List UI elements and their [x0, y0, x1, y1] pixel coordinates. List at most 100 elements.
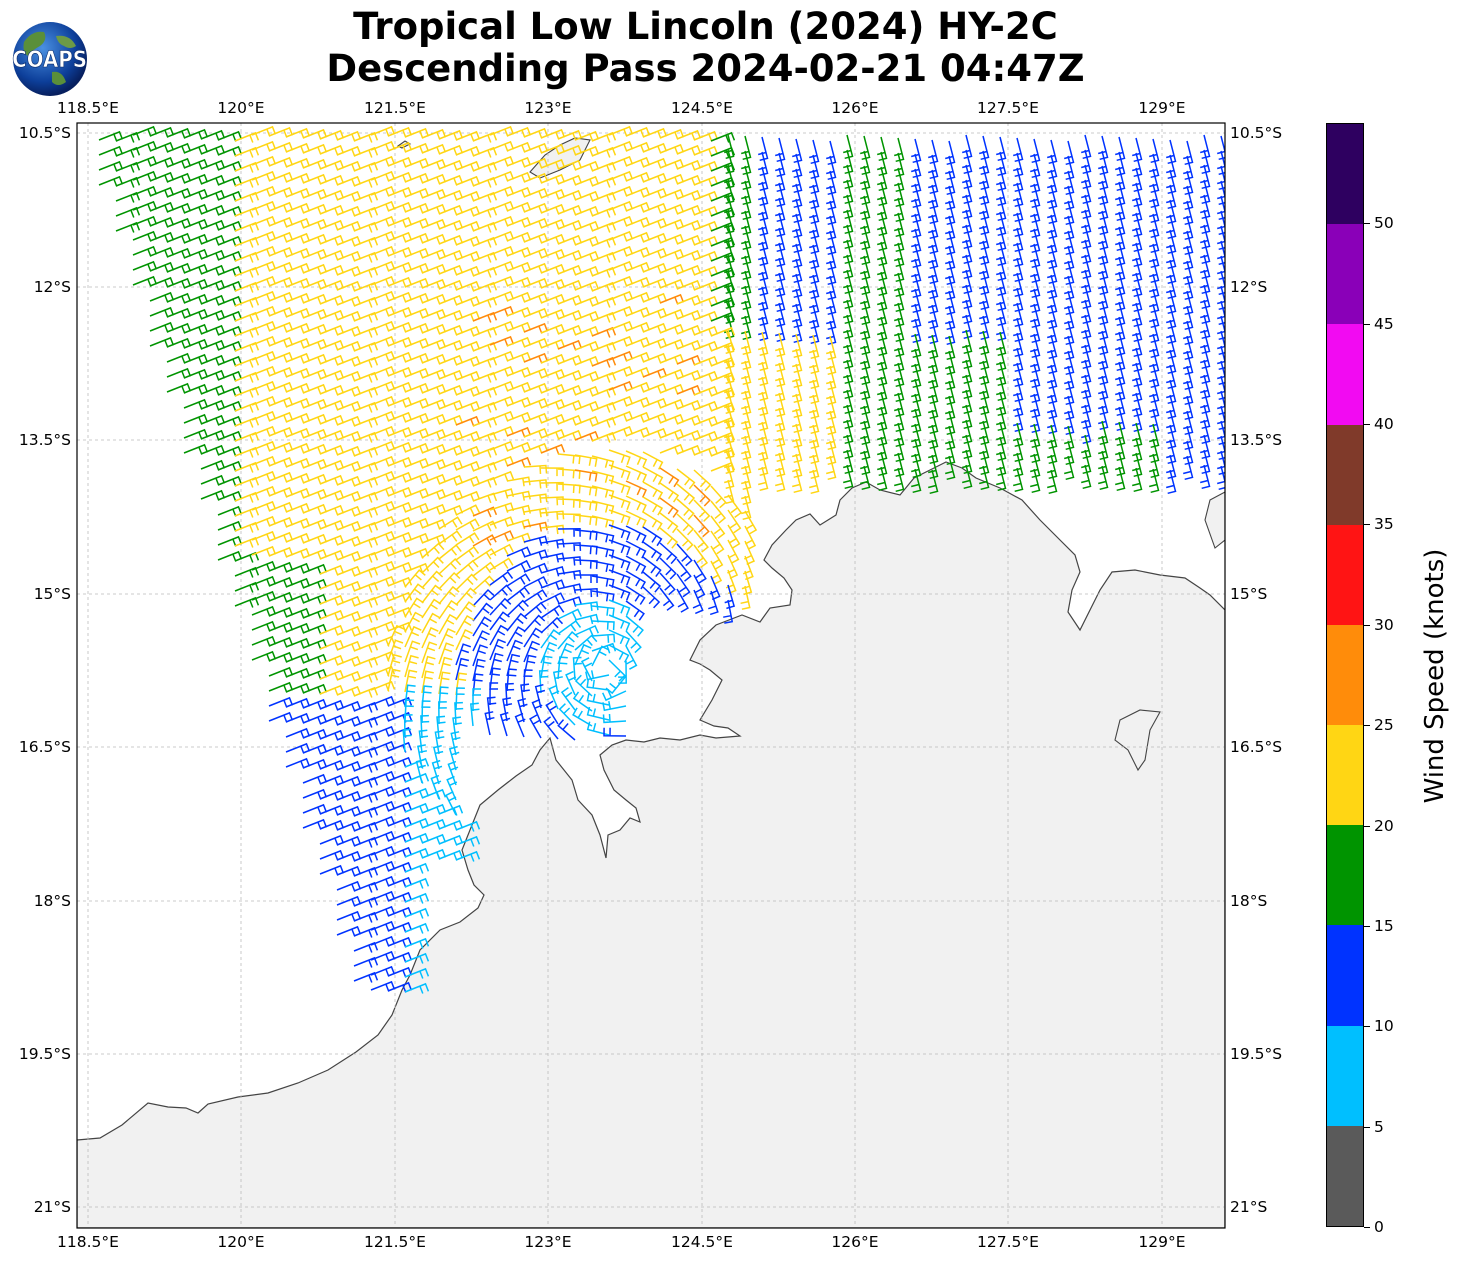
- map-frame: [76, 122, 1226, 1229]
- colorbar-segment: [1327, 725, 1363, 826]
- wind-barb: [710, 356, 736, 368]
- wind-barb: [693, 559, 707, 584]
- wind-barb: [557, 527, 581, 537]
- wind-barb: [438, 516, 463, 530]
- colorbar-title: Wind Speed (knots): [1420, 548, 1450, 804]
- wind-barb: [404, 654, 419, 678]
- wind-barb: [1183, 455, 1194, 481]
- lon-label-top: 118.5°E: [57, 99, 119, 117]
- wind-barb: [586, 721, 610, 736]
- wind-barb: [602, 713, 627, 724]
- colorbar-tick-label: 25: [1374, 716, 1394, 735]
- wind-barb: [506, 612, 528, 632]
- wind-barb: [472, 644, 488, 667]
- wind-barb: [586, 692, 610, 706]
- wind-barb: [591, 605, 615, 617]
- wind-barb: [1115, 466, 1126, 492]
- colorbar-segment: [1327, 624, 1363, 726]
- colorbar-segment: [1327, 224, 1363, 325]
- wind-barb: [608, 494, 631, 511]
- wind-barb: [557, 619, 582, 635]
- wind-barb: [603, 727, 627, 737]
- wind-barb: [472, 520, 497, 532]
- wind-barb: [608, 584, 631, 601]
- colorbar-tick: [1364, 323, 1370, 325]
- wind-barb: [557, 556, 582, 566]
- lat-label-left: 15°S: [33, 585, 71, 603]
- wind-barb: [693, 514, 710, 538]
- wind-barb: [843, 464, 854, 490]
- wind-barb: [421, 598, 442, 619]
- wind-barb: [574, 484, 598, 497]
- wind-barb: [710, 545, 724, 570]
- wind-barb: [608, 659, 626, 682]
- wind-barb: [421, 626, 439, 649]
- wind-barb: [557, 608, 582, 620]
- wind-barb: [1013, 467, 1024, 493]
- wind-barb: [625, 510, 647, 529]
- wind-barb: [472, 575, 496, 592]
- wind-barb: [608, 464, 631, 481]
- wind-barb: [642, 451, 664, 470]
- wind-barb: [710, 176, 736, 188]
- wind-barbs: [98, 125, 1225, 994]
- wind-barb: [693, 529, 709, 553]
- wind-barb: [979, 465, 990, 491]
- wind-barb: [558, 703, 576, 726]
- wind-barb: [560, 686, 576, 711]
- lon-label-bottom: 127.5°E: [977, 1233, 1039, 1251]
- wind-barb: [472, 534, 497, 547]
- wind-barb: [574, 454, 598, 467]
- wind-barb: [710, 371, 736, 383]
- wind-barb: [758, 466, 769, 492]
- wind-barb: [387, 639, 404, 662]
- wind-barb: [489, 530, 515, 542]
- wind-barb: [438, 530, 463, 545]
- wind-barb: [1200, 464, 1211, 490]
- wind-barb: [659, 557, 677, 580]
- lat-label-left: 13.5°S: [18, 431, 71, 449]
- wind-barb: [472, 602, 494, 622]
- wind-barb: [608, 554, 631, 571]
- wind-barb: [676, 483, 696, 505]
- lat-label-right: 21°S: [1230, 1198, 1268, 1216]
- wind-barb: [438, 628, 456, 650]
- wind-barb: [574, 634, 598, 651]
- lon-label-top: 129°E: [1138, 99, 1186, 117]
- wind-barb: [421, 670, 434, 694]
- wind-barb: [421, 612, 440, 634]
- wind-barb: [404, 892, 430, 904]
- wind-barb: [710, 296, 736, 308]
- colorbar-tick: [1364, 524, 1370, 526]
- colorbar-segment: [1327, 825, 1363, 926]
- wind-barb: [659, 482, 680, 503]
- wind-barb: [659, 587, 675, 611]
- wind-barb: [642, 511, 663, 531]
- wind-barb: [1064, 455, 1075, 481]
- wind-barb: [489, 570, 514, 586]
- lon-label-bottom: 126°E: [831, 1233, 879, 1251]
- wind-barb: [415, 758, 426, 784]
- wind-barb: [421, 542, 445, 559]
- wind-barb: [591, 560, 615, 574]
- wind-barb: [574, 499, 598, 512]
- wind-barb: [540, 629, 561, 649]
- wind-barb: [676, 588, 689, 613]
- wind-barb: [574, 469, 598, 482]
- wind-barb: [565, 670, 577, 696]
- wind-barb: [642, 496, 664, 516]
- wind-barb: [404, 982, 430, 994]
- wind-barb: [404, 583, 425, 603]
- wind-barb: [608, 524, 631, 541]
- wind-barb: [506, 599, 529, 617]
- lat-label-left: 21°S: [33, 1198, 71, 1216]
- wind-barb: [710, 500, 727, 524]
- wind-barb: [421, 570, 444, 589]
- wind-barb: [710, 191, 736, 203]
- lat-label-right: 16.5°S: [1230, 738, 1283, 756]
- colorbar-tick-label: 45: [1374, 314, 1394, 333]
- wind-barb: [625, 570, 647, 590]
- wind-barb: [574, 625, 599, 637]
- wind-barb: [557, 569, 582, 580]
